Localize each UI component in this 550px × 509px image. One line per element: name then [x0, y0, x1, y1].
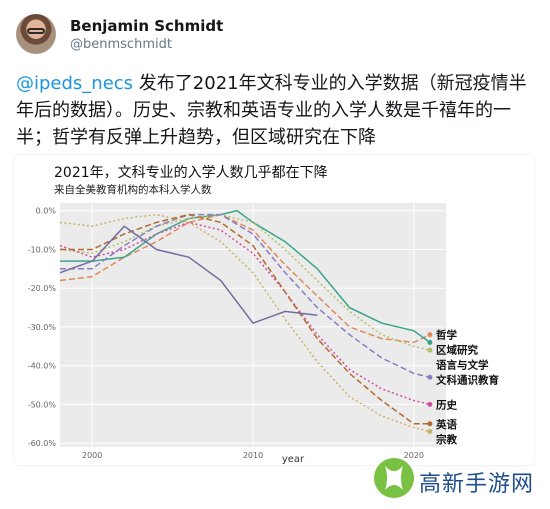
y-tick-label: -20.0%	[28, 284, 57, 293]
y-tick-label: -40.0%	[28, 362, 57, 371]
enrollment-chart: 2021年，文科专业的入学人数几乎都在下降 来自全美教育机构的本科入学人数 0.…	[28, 165, 500, 465]
x-axis-label: year	[282, 454, 305, 465]
author-name[interactable]: Benjamin Schmidt	[70, 17, 224, 35]
series-line	[60, 213, 430, 425]
watermark: 高新手游网	[364, 452, 550, 509]
series-line	[60, 213, 431, 379]
series-label: 语言与文学	[436, 359, 489, 372]
series-label: 区域研究	[436, 344, 478, 357]
series-end-point	[427, 429, 433, 435]
tweet-header: Benjamin Schmidt @benmschmidt	[16, 12, 536, 62]
x-tick-label: 2010	[243, 451, 263, 460]
author-handle[interactable]: @benmschmidt	[70, 37, 172, 52]
series-end-point	[427, 421, 433, 427]
y-tick-label: -30.0%	[28, 323, 57, 332]
x-tick-label: 2000	[82, 451, 102, 460]
series-line	[59, 213, 431, 344]
series-end-point	[427, 347, 433, 353]
series-label: 宗教	[436, 433, 457, 446]
watermark-text: 高新手游网	[419, 472, 535, 497]
series-end-point	[427, 332, 433, 338]
mention-link[interactable]: @ipeds_necs	[16, 73, 134, 94]
y-tick-label: -50.0%	[28, 400, 57, 409]
series-label: 哲学	[436, 329, 457, 342]
series-line	[60, 209, 431, 344]
plot-area: 0.0% -10.0% -20.0% -30.0% -40.0% -50.0% -60.0%…	[28, 203, 499, 465]
chart-image[interactable]: 2021年，文科专业的入学人数几乎都在下降 来自全美教育机构的本科入学人数 0.…	[14, 155, 534, 465]
x-tick-label: 2020	[404, 451, 424, 460]
series-label: 文科通识教育	[435, 374, 499, 387]
series-end-point	[427, 401, 433, 407]
avatar[interactable]	[16, 14, 56, 54]
tweet-body: 发布了2021年文科专业的入学数据（新冠疫情半年后的数据）。历史、宗教和英语专业…	[16, 73, 527, 148]
tweet-text: @ipeds_necs 发布了2021年文科专业的入学数据（新冠疫情半年后的数据…	[16, 70, 536, 151]
series-line	[59, 213, 431, 433]
series-end-point	[427, 339, 433, 345]
y-tick-label: -60.0%	[28, 439, 57, 448]
chart-title: 2021年，文科专业的入学人数几乎都在下降	[54, 165, 328, 181]
series-end-point	[427, 374, 433, 380]
series-label: 历史	[436, 398, 457, 411]
y-tick-label: 0.0%	[36, 207, 57, 216]
series-line	[59, 225, 318, 324]
gamepad-logo-icon	[374, 458, 414, 498]
chart-subtitle: 来自全美教育机构的本科入学人数	[54, 183, 212, 196]
series-label: 英语	[435, 418, 457, 431]
y-tick-label: -10.0%	[28, 245, 57, 254]
